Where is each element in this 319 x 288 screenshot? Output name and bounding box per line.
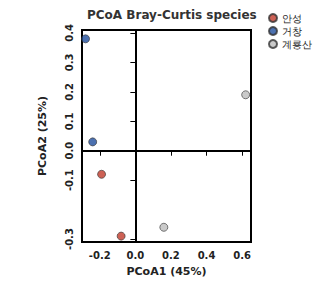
svg-text:0.2: 0.2 [162,250,180,261]
svg-text:PCoA Bray-Curtis species: PCoA Bray-Curtis species [87,8,257,22]
svg-text:0.4: 0.4 [198,250,216,261]
svg-text:0.6: 0.6 [233,250,251,261]
svg-text:-0.2: -0.2 [89,250,111,261]
svg-text:안성: 안성 [282,13,302,24]
svg-text:계룡산: 계룡산 [282,39,312,50]
svg-text:-0.1: -0.1 [64,169,75,191]
svg-text:0.0: 0.0 [127,250,145,261]
svg-text:0.0: 0.0 [64,142,75,160]
svg-text:0.1: 0.1 [64,112,75,130]
svg-text:거창: 거창 [282,26,302,37]
svg-text:-0.3: -0.3 [64,228,75,250]
svg-text:0.4: 0.4 [64,24,75,42]
svg-text:PCoA2 (25%): PCoA2 (25%) [36,96,49,176]
svg-text:PCoA1 (45%): PCoA1 (45%) [126,265,206,278]
svg-text:0.3: 0.3 [64,53,75,71]
svg-text:0.2: 0.2 [64,83,75,101]
